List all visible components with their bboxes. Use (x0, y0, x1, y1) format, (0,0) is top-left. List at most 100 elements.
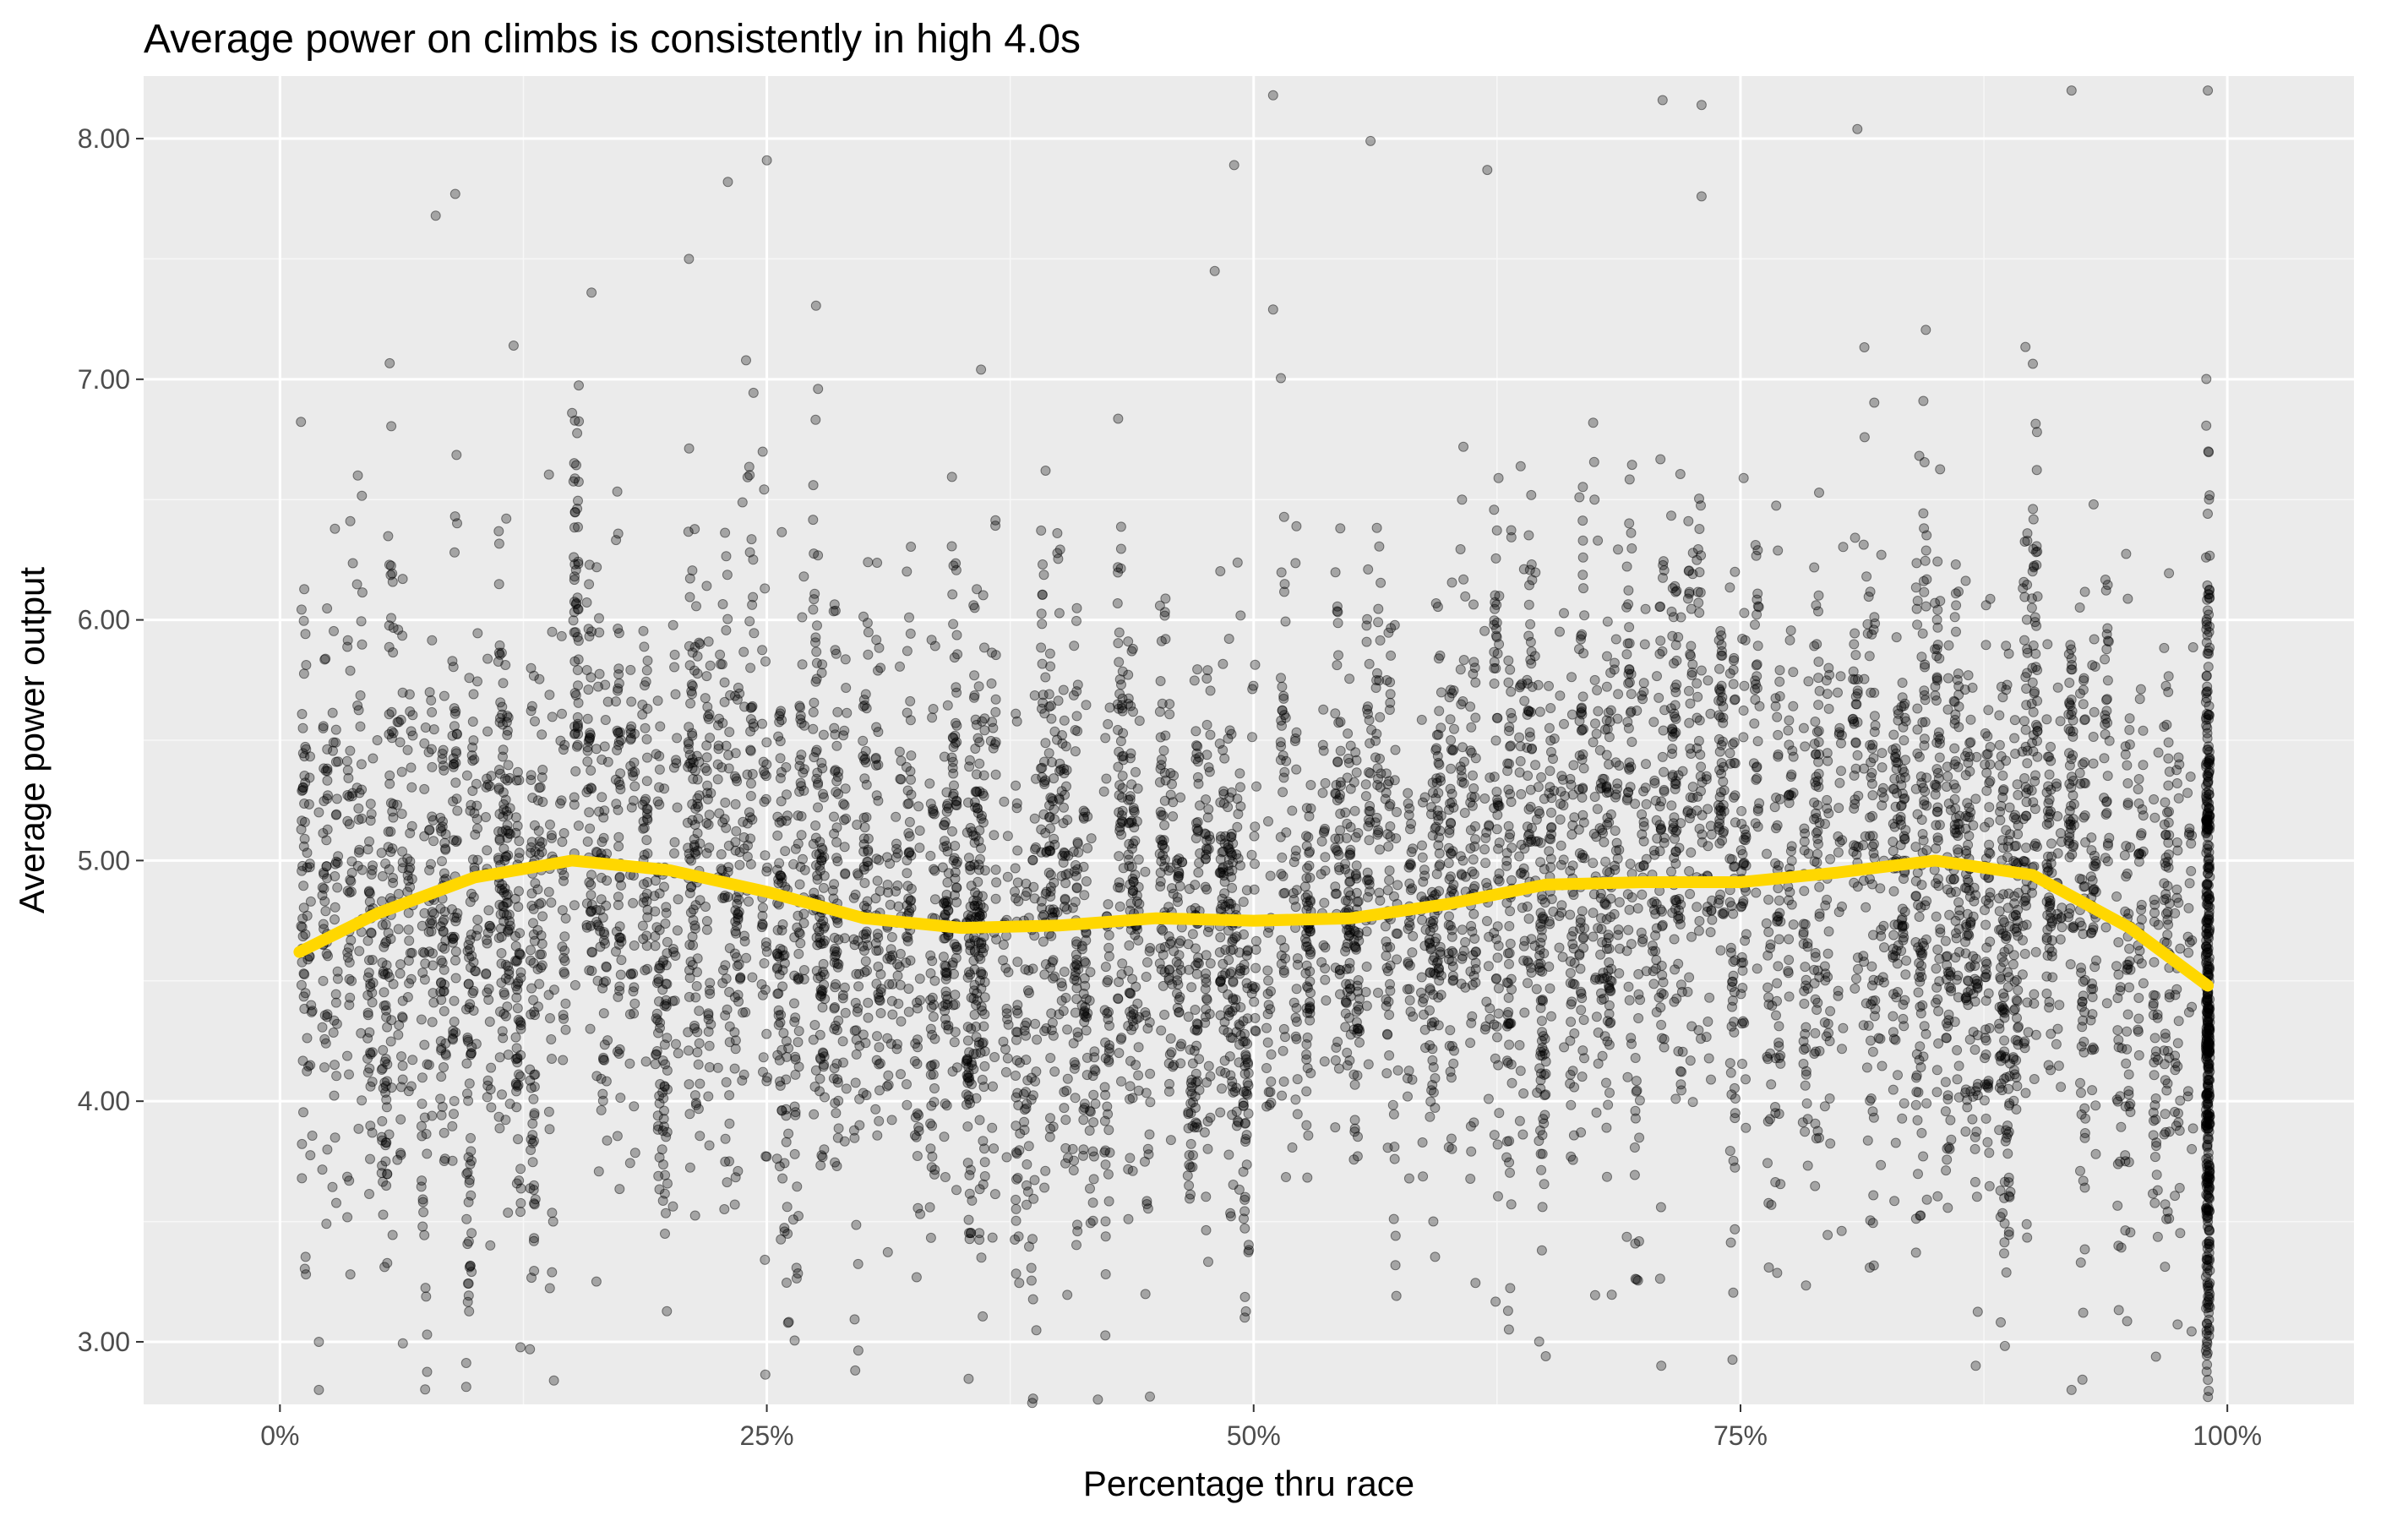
data-point (637, 920, 648, 931)
data-point (1457, 924, 1468, 935)
data-point (758, 756, 769, 767)
data-point (1406, 818, 1417, 829)
data-point (388, 877, 399, 888)
data-point (1446, 763, 1457, 774)
data-point (386, 706, 397, 717)
data-point (1515, 1066, 1526, 1077)
data-point (382, 1169, 393, 1180)
data-point (792, 1181, 803, 1192)
data-point (526, 900, 537, 911)
data-point (703, 636, 714, 647)
data-point (669, 995, 680, 1006)
data-point (1099, 1005, 1110, 1016)
data-point (1125, 1081, 1136, 1092)
data-point (1238, 1100, 1249, 1111)
data-point (417, 1175, 428, 1186)
data-point (1304, 848, 1315, 859)
data-point (1364, 658, 1375, 669)
data-point (1493, 1008, 1504, 1019)
data-point (332, 882, 343, 893)
data-point (1250, 944, 1261, 955)
data-point (1373, 603, 1384, 614)
data-point (1374, 541, 1385, 552)
data-point (357, 864, 368, 875)
data-point (1190, 1103, 1201, 1113)
data-point (353, 1123, 364, 1134)
data-point (1278, 968, 1289, 979)
data-point (723, 862, 734, 873)
data-point (684, 443, 695, 454)
data-point (297, 865, 308, 876)
data-point (546, 897, 557, 908)
data-point (1523, 957, 1534, 968)
data-point (397, 1011, 407, 1022)
data-point (384, 729, 395, 739)
data-point (503, 1049, 514, 1060)
data-point (947, 589, 958, 600)
data-point (1201, 995, 1212, 1006)
data-point (1103, 1125, 1114, 1136)
data-point (377, 919, 388, 930)
data-point (1335, 717, 1346, 728)
data-point (514, 775, 525, 786)
data-point (1302, 863, 1312, 874)
data-point (446, 931, 457, 942)
data-point (462, 1034, 473, 1045)
data-point (722, 1004, 733, 1015)
data-point (548, 1375, 559, 1386)
data-point (471, 814, 482, 825)
data-point (859, 967, 870, 978)
data-point (905, 628, 916, 639)
data-point (393, 624, 404, 635)
data-point (829, 1023, 840, 1034)
data-point (684, 1162, 695, 1173)
data-point (591, 904, 602, 915)
data-point (1040, 1165, 1051, 1176)
data-point (1490, 663, 1501, 673)
data-point (428, 815, 439, 826)
data-point (722, 570, 733, 581)
data-point (461, 1213, 472, 1224)
data-point (526, 837, 537, 848)
data-point (1290, 902, 1301, 913)
data-point (495, 712, 505, 723)
data-point (1233, 809, 1244, 820)
data-point (651, 922, 662, 933)
data-point (838, 1057, 848, 1068)
data-point (1103, 899, 1114, 910)
data-point (1130, 981, 1141, 992)
data-point (1085, 967, 1096, 978)
data-point (493, 1111, 504, 1122)
data-point (1534, 805, 1544, 816)
data-point (1223, 955, 1234, 965)
data-point (1238, 1016, 1249, 1027)
data-point (509, 893, 520, 904)
data-point (837, 1036, 848, 1047)
data-point (329, 1015, 340, 1026)
data-point (1203, 1257, 1213, 1268)
data-point (482, 773, 493, 784)
data-point (1082, 842, 1093, 853)
data-point (1011, 798, 1022, 809)
data-point (783, 1317, 794, 1327)
data-point (1407, 1074, 1418, 1085)
data-point (1526, 968, 1537, 978)
data-point (1385, 697, 1396, 708)
data-point (591, 1276, 602, 1287)
data-point (511, 1102, 522, 1113)
data-point (1172, 892, 1183, 902)
data-point (363, 968, 374, 979)
data-point (594, 668, 605, 679)
data-point (979, 992, 990, 1003)
data-point (1175, 792, 1186, 803)
data-point (613, 669, 624, 679)
data-point (515, 1049, 526, 1060)
data-point (318, 828, 329, 838)
data-point (848, 892, 859, 903)
data-point (1351, 873, 1362, 884)
data-point (1168, 811, 1179, 822)
data-point (701, 818, 712, 829)
data-point (378, 1176, 389, 1187)
data-point (598, 927, 609, 937)
data-point (530, 1010, 540, 1021)
